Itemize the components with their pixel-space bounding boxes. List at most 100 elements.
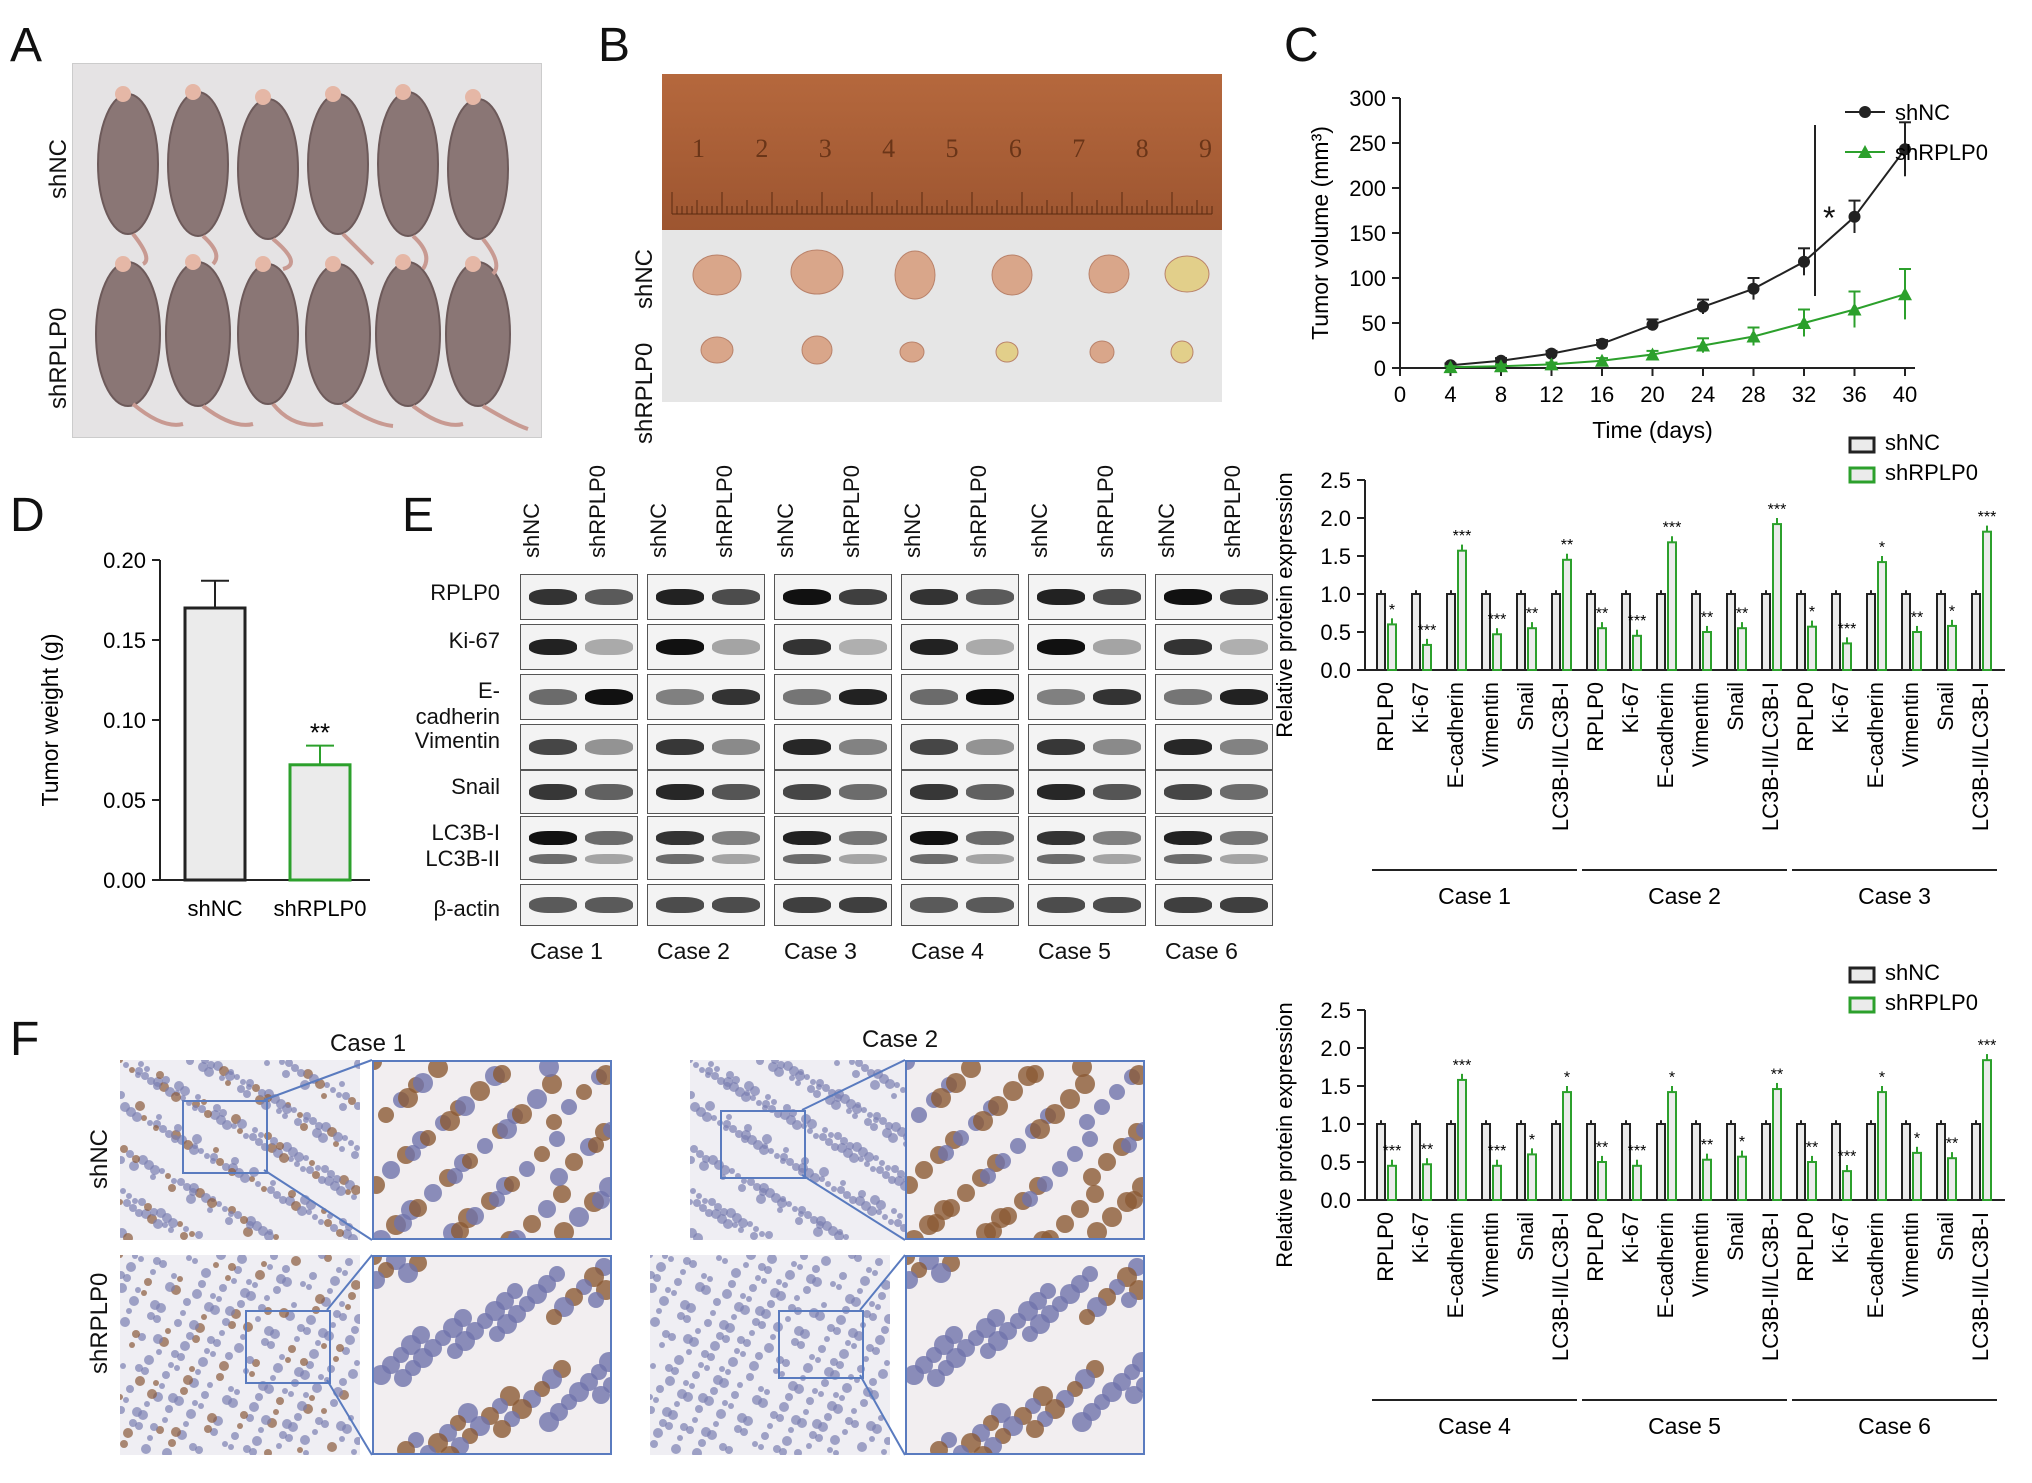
ihc-cell — [580, 1138, 598, 1156]
panel-b-row-label-shnc: shNC — [631, 248, 658, 309]
blot-band — [910, 784, 958, 800]
ihc-cell — [291, 1256, 301, 1266]
ihc-cell — [878, 1369, 888, 1379]
legend-swatch — [1848, 436, 1876, 454]
ihc-cell — [825, 1095, 835, 1105]
ihc-cell — [189, 1145, 199, 1155]
ihc-cell — [708, 1198, 716, 1206]
blot-band — [656, 854, 704, 864]
ihc-cell — [216, 1373, 224, 1381]
ihc-cell — [318, 1133, 328, 1143]
ihc-cell — [720, 1165, 730, 1175]
ihc-cell — [297, 1069, 305, 1077]
ihc-cell — [405, 1145, 421, 1161]
ihc-cell — [779, 1448, 787, 1455]
ihc-cell — [237, 1085, 245, 1093]
ihc-cell — [285, 1060, 293, 1067]
ihc-cell — [797, 1341, 805, 1349]
ihc-cell — [135, 1209, 143, 1217]
ihc-cell — [234, 1074, 240, 1080]
ihc-cell — [306, 1166, 314, 1174]
bar-shRPLP0 — [1422, 643, 1432, 671]
ihc-cell — [833, 1327, 841, 1335]
ihc-cell — [276, 1397, 284, 1405]
ihc-cell — [592, 1191, 610, 1209]
ihc-cell — [477, 1138, 493, 1154]
ihc-cell — [252, 1127, 258, 1133]
ihc-cell — [234, 1168, 244, 1178]
ihc-cell — [858, 1190, 866, 1198]
ihc-cell — [309, 1349, 319, 1359]
ihc-cell — [159, 1260, 167, 1268]
ihc-cell — [174, 1090, 180, 1096]
ihc-cell — [773, 1368, 779, 1374]
blot-strip — [520, 574, 638, 620]
ihc-cell — [812, 1419, 822, 1429]
ihc-cell — [147, 1435, 153, 1441]
blot-band — [529, 739, 577, 755]
blot-band — [712, 897, 760, 913]
ihc-cell — [165, 1130, 173, 1138]
ihc-cell — [255, 1138, 263, 1146]
ihc-cell — [1121, 1137, 1137, 1153]
x-tick-label: Ki-67 — [1618, 682, 1643, 733]
blot-band — [1093, 897, 1141, 913]
ihc-cell — [828, 1226, 838, 1236]
ihc-cell — [819, 1176, 825, 1182]
data-point — [1696, 338, 1710, 352]
blot-band — [529, 589, 577, 605]
ihc-cell — [382, 1161, 400, 1179]
ihc-cell — [991, 1208, 1011, 1228]
ihc-cell — [881, 1280, 890, 1290]
x-tick-label: RPLP0 — [1583, 682, 1608, 752]
blot-band — [656, 831, 704, 845]
significance-label: *** — [1453, 528, 1472, 545]
ihc-cell — [342, 1424, 352, 1434]
ihc-cell — [1121, 1292, 1137, 1308]
y-tick-label: 150 — [1349, 221, 1386, 246]
ihc-cell — [309, 1117, 317, 1125]
ihc-cell — [435, 1330, 451, 1346]
ihc-cell — [273, 1286, 281, 1294]
ihc-cell — [192, 1289, 202, 1299]
ihc-cell — [907, 1271, 918, 1289]
ihc-cell — [824, 1336, 830, 1342]
bar-shRPLP0 — [1842, 642, 1852, 671]
ihc-cell — [327, 1288, 333, 1294]
ihc-cell — [846, 1108, 852, 1114]
ihc-cell — [303, 1404, 313, 1414]
ihc-cell — [734, 1425, 742, 1433]
series-line-shRPLP0 — [1450, 293, 1906, 369]
ihc-cell — [1025, 1123, 1041, 1139]
ihc-cell — [723, 1082, 731, 1090]
ihc-cell — [740, 1428, 748, 1436]
ihc-cell — [1040, 1108, 1056, 1124]
ihc-cell — [1026, 1420, 1044, 1438]
ihc-cell — [234, 1389, 240, 1395]
significance-label: * — [1879, 539, 1885, 556]
blot-band — [966, 854, 1014, 864]
y-tick-label: 2.0 — [1320, 1036, 1351, 1061]
ihc-cell — [177, 1276, 183, 1282]
ihc-cell — [792, 1163, 800, 1171]
ihc-cell — [440, 1111, 460, 1131]
ihc-cell — [716, 1255, 722, 1261]
ihc-cell — [1022, 1326, 1038, 1342]
ihc-cell — [458, 1208, 478, 1228]
ihc-cell — [123, 1062, 129, 1068]
ihc-cell — [704, 1396, 714, 1406]
ihc-cell — [246, 1356, 254, 1364]
x-tick-label: Vimentin — [1688, 682, 1713, 767]
ihc-cell — [912, 1092, 920, 1100]
ihc-cell — [138, 1333, 146, 1341]
ihc-cell — [726, 1208, 736, 1218]
x-tick-label: Snail — [1723, 1212, 1748, 1261]
ihc-cell — [258, 1132, 264, 1138]
ihc-cell — [866, 1421, 876, 1431]
ihc-cell — [1136, 1377, 1143, 1393]
ihc-cell — [907, 1257, 915, 1265]
ihc-cell — [891, 1165, 899, 1173]
ihc-cell — [1014, 1407, 1032, 1425]
ihc-cell — [1082, 1131, 1098, 1147]
ihc-cell — [267, 1264, 273, 1270]
